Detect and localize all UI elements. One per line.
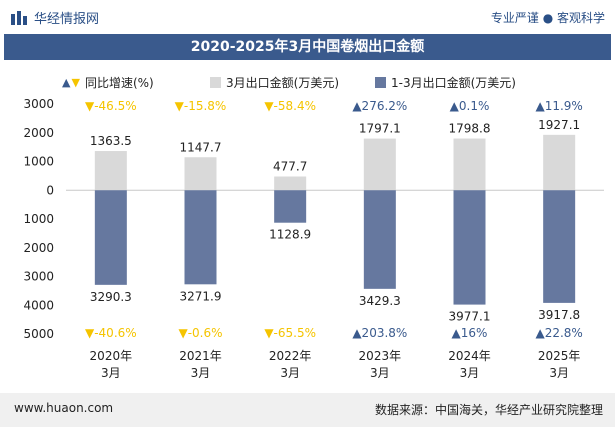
legend-label-march: 3月出口金额(万美元) (226, 76, 339, 90)
bar-march (184, 157, 217, 191)
data-label-march: 1147.7 (180, 140, 222, 154)
y-tick-label: 1000 (23, 155, 54, 169)
legend-item-ytd: 1-3月出口金额(万美元) (375, 74, 516, 91)
up-triangle-icon: ▲ (62, 76, 71, 89)
footer: www.huaon.com 数据来源：中国海关，华经产业研究院整理 (0, 393, 615, 427)
tagline: 专业严谨 ● 客观科学 (490, 11, 605, 25)
x-tick-label: 2020年 (90, 349, 133, 363)
data-label-ytd: 3290.3 (90, 290, 132, 304)
bar-ytd (363, 190, 396, 289)
x-tick-label: 2021年 (179, 349, 222, 363)
brand-name: 华经情报网 (34, 12, 100, 27)
y-tick-label: 3000 (23, 270, 54, 284)
yoy-label-ytd: ▲16% (452, 326, 488, 340)
y-tick-label: 0 (46, 183, 54, 197)
legend: ▲ ▼ 同比增速(%) 3月出口金额(万美元) 1-3月出口金额(万美元) (0, 74, 615, 94)
y-tick-label: 3000 (23, 97, 54, 111)
yoy-label-ytd: ▼-40.6% (85, 326, 137, 340)
yoy-label-ytd: ▼-0.6% (178, 326, 222, 340)
x-tick-label: 3月 (460, 366, 480, 380)
yoy-label-ytd: ▲203.8% (352, 326, 407, 340)
yoy-label-march: ▼-46.5% (85, 99, 137, 113)
bar-ytd (184, 190, 217, 285)
bar-ytd (94, 190, 127, 285)
brand-logo-icon (11, 10, 27, 25)
yoy-label-march: ▲0.1% (450, 99, 490, 113)
bar-ytd (543, 190, 576, 303)
header-bar: 华经情报网 专业严谨 ● 客观科学 (0, 0, 615, 34)
data-label-ytd: 3271.9 (180, 289, 222, 303)
yoy-label-march: ▲11.9% (535, 99, 582, 113)
bar-march (543, 134, 576, 191)
y-tick-label: 5000 (23, 327, 54, 341)
bar-march (363, 138, 396, 191)
data-label-march: 1363.5 (90, 134, 132, 148)
yoy-label-march: ▼-15.8% (175, 99, 227, 113)
bar-ytd (453, 190, 486, 305)
legend-label-yoy: 同比增速(%) (84, 76, 154, 90)
data-label-march: 477.7 (273, 160, 307, 174)
data-label-march: 1797.1 (359, 122, 401, 136)
data-label-march: 1798.8 (449, 122, 491, 136)
bar-ytd (274, 190, 307, 223)
down-triangle-icon: ▼ (71, 76, 80, 89)
chart-plot: 3000 2000 1000 0 1000 2000 3000 4000 5000 1363.5… (23, 97, 604, 380)
y-tick-label: 2000 (23, 126, 54, 140)
x-tick-label: 2025年 (538, 349, 581, 363)
yoy-label-march: ▼-58.4% (264, 99, 316, 113)
x-tick-label: 3月 (280, 366, 300, 380)
x-tick-label: 2024年 (448, 349, 491, 363)
bar-march (94, 151, 127, 191)
yoy-label-ytd: ▲22.8% (535, 326, 582, 340)
bar-march (453, 138, 486, 191)
data-label-ytd: 3429.3 (359, 294, 401, 308)
data-label-ytd: 3977.1 (449, 310, 491, 324)
x-tick-label: 3月 (549, 366, 569, 380)
legend-swatch-march (210, 77, 221, 88)
y-tick-label: 1000 (23, 212, 54, 226)
legend-item-yoy: ▲ ▼ 同比增速(%) (62, 74, 154, 91)
x-tick-label: 3月 (191, 366, 211, 380)
legend-item-march: 3月出口金额(万美元) (210, 74, 339, 91)
brand[interactable]: 华经情报网 (10, 8, 99, 27)
bar-march (274, 176, 307, 191)
data-label-ytd: 1128.9 (269, 228, 311, 242)
footer-website[interactable]: www.huaon.com (14, 401, 114, 415)
legend-swatch-ytd (375, 77, 386, 88)
x-tick-label: 2022年 (269, 349, 312, 363)
x-tick-label: 2023年 (359, 349, 402, 363)
data-label-march: 1927.1 (538, 118, 580, 132)
y-tick-label: 4000 (23, 298, 54, 312)
y-tick-label: 2000 (23, 241, 54, 255)
footer-source: 数据来源：中国海关，华经产业研究院整理 (374, 403, 603, 417)
yoy-label-ytd: ▼-65.5% (264, 326, 316, 340)
legend-label-ytd: 1-3月出口金额(万美元) (391, 76, 516, 90)
x-tick-label: 3月 (370, 366, 390, 380)
yoy-label-march: ▲276.2% (352, 99, 407, 113)
chart-title: 2020-2025年3月中国卷烟出口金额 (4, 34, 611, 60)
data-label-ytd: 3917.8 (538, 308, 580, 322)
x-tick-label: 3月 (101, 366, 121, 380)
